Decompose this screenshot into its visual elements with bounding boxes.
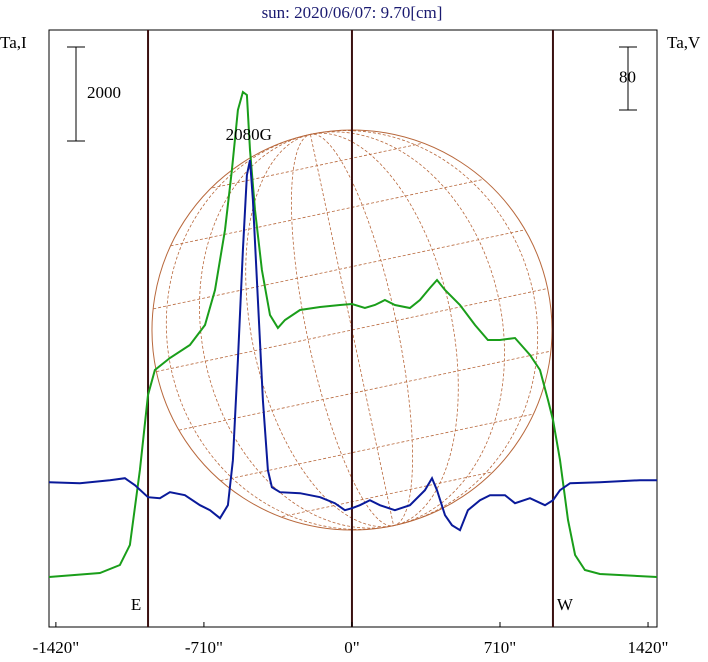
scale-bar-label: 80 [619, 67, 636, 86]
parallel [178, 350, 551, 431]
y-axis-label: Ta,I [0, 33, 27, 52]
solar-disk-grid [151, 129, 553, 531]
x-tick-label: -1420" [33, 638, 80, 657]
parallel [170, 178, 484, 247]
parallel [212, 143, 422, 189]
scale-bar-label: 2000 [87, 83, 121, 102]
parallel [282, 471, 492, 517]
x-tick-label: 0" [344, 638, 359, 657]
series-line [48, 90, 658, 578]
parallel [220, 413, 534, 482]
series-line [48, 159, 657, 532]
x-tick-label: 710" [484, 638, 516, 657]
x-tick-label: 1420" [628, 638, 669, 657]
limb-label: W [557, 595, 574, 614]
chart-title: sun: 2020/06/07: 9.70[cm] [262, 3, 443, 22]
annotation: 2080G [226, 125, 272, 144]
y2-axis-label: Ta,V [667, 33, 701, 52]
parallel [153, 229, 526, 310]
limb-label: E [131, 595, 141, 614]
plot-frame [48, 29, 658, 628]
x-tick-label: -710" [185, 638, 223, 657]
